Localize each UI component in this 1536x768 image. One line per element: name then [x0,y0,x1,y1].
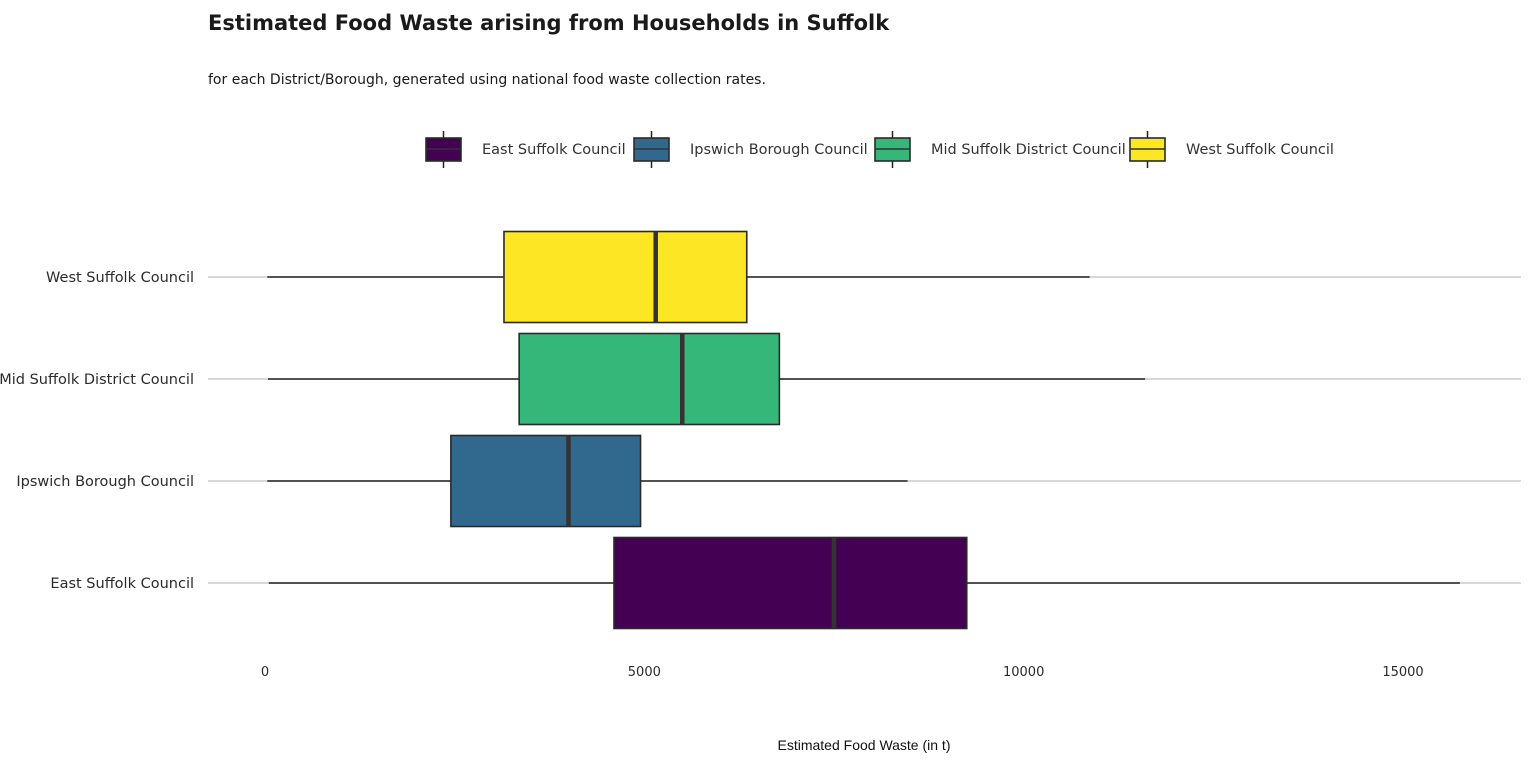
legend-key-west-suffolk-council [1129,131,1166,168]
legend-label-mid-suffolk-district-council: Mid Suffolk District Council [931,142,1126,158]
chart-subtitle: for each District/Borough, generated usi… [208,72,766,88]
legend-key-mid-suffolk-district-council [874,131,911,168]
x-tick-15000: 15000 [1382,665,1423,680]
legend: East Suffolk Council Ipswich Borough Coun… [425,131,1334,168]
plot-area [267,230,1460,630]
box-mid-suffolk-district-council [268,332,1146,426]
legend-key-ipswich-borough-council [633,131,670,168]
box-east-suffolk-council [268,536,1460,630]
x-axis-ticks: 0 5000 10000 15000 [261,665,1424,680]
iqr-box-east-suffolk-council [613,536,968,630]
legend-label-ipswich-borough-council: Ipswich Borough Council [690,142,868,158]
y-axis-labels: East Suffolk Council Ipswich Borough Coun… [0,270,194,592]
legend-item-mid-suffolk-district-council: Mid Suffolk District Council [874,131,1126,168]
legend-label-west-suffolk-council: West Suffolk Council [1186,142,1334,158]
x-tick-0: 0 [261,665,269,680]
x-tick-5000: 5000 [628,665,661,680]
y-label-mid-suffolk-district-council: Mid Suffolk District Council [0,372,194,388]
chart-title: Estimated Food Waste arising from Househ… [208,11,890,35]
iqr-box-mid-suffolk-district-council [518,332,781,426]
legend-label-east-suffolk-council: East Suffolk Council [482,142,626,158]
legend-item-west-suffolk-council: West Suffolk Council [1129,131,1334,168]
legend-key-east-suffolk-council [425,131,462,168]
legend-item-east-suffolk-council: East Suffolk Council [425,131,626,168]
y-label-west-suffolk-council: West Suffolk Council [46,270,194,286]
legend-item-ipswich-borough-council: Ipswich Borough Council [633,131,868,168]
iqr-box-ipswich-borough-council [450,434,642,528]
box-ipswich-borough-council [267,434,908,528]
iqr-box-west-suffolk-council [503,230,748,324]
x-axis-title: Estimated Food Waste (in t) [778,737,951,753]
y-label-ipswich-borough-council: Ipswich Borough Council [16,474,194,490]
y-label-east-suffolk-council: East Suffolk Council [50,576,194,592]
box-west-suffolk-council [267,230,1090,324]
x-tick-10000: 10000 [1003,665,1044,680]
